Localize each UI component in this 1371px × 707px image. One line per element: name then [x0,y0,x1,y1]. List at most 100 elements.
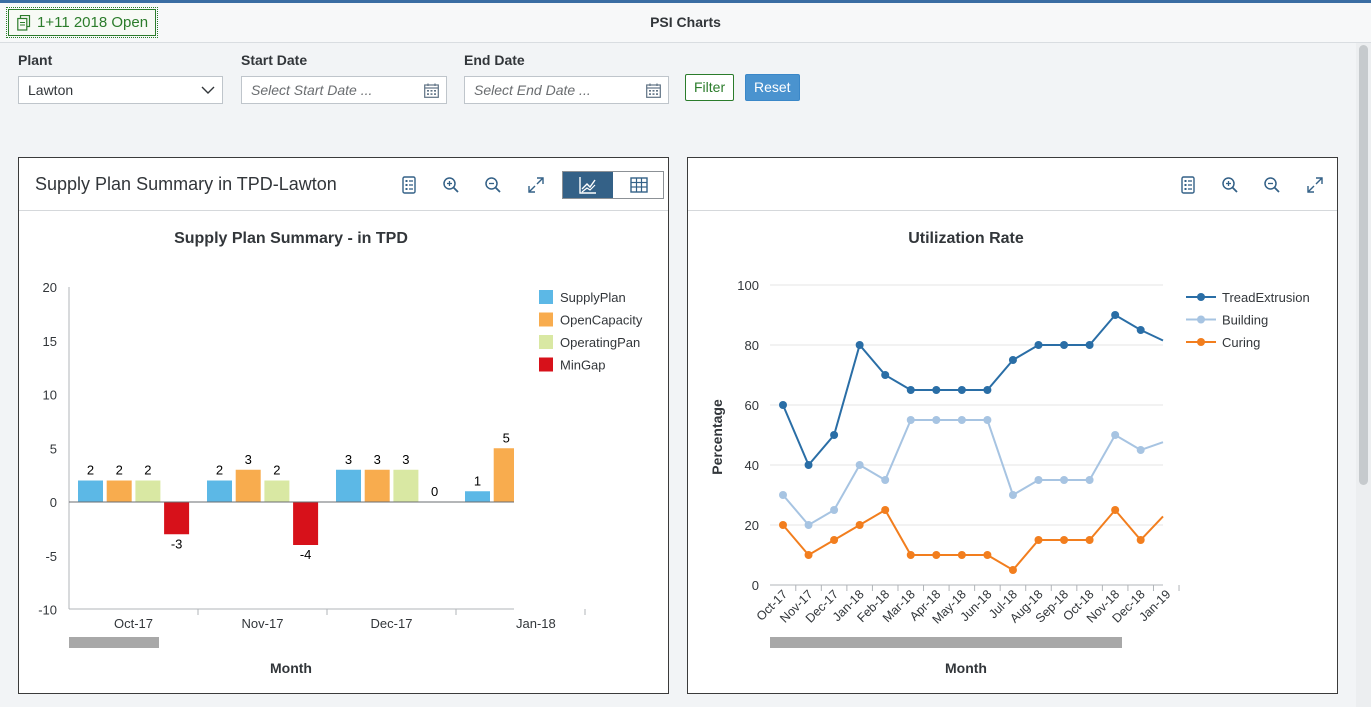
bar-supplyplan[interactable] [78,480,103,503]
legend-item-label[interactable]: TreadExtrusion [1222,290,1310,305]
bar-supplyplan[interactable] [336,469,361,502]
top-bar: 1+11 2018 Open PSI Charts [0,0,1371,43]
bar-y-tick-label: 20 [43,280,57,295]
page-scrollbar[interactable] [1356,43,1371,707]
line-point-treadextrusion[interactable] [881,371,890,379]
bar-supplyplan[interactable] [465,491,490,502]
line-point-building[interactable] [1008,491,1017,499]
bar-mingap[interactable] [164,502,190,535]
legend-item-label[interactable]: OperatingPan [560,335,640,350]
bar-supplyplan[interactable] [207,480,232,503]
line-point-treadextrusion[interactable] [1034,341,1043,349]
line-point-building[interactable] [1060,476,1069,484]
line-point-building[interactable] [1034,476,1043,484]
line-point-building[interactable] [906,416,915,424]
status-open-button[interactable]: 1+11 2018 Open [5,7,159,38]
table-view-button[interactable] [614,172,664,198]
legend-list-icon[interactable] [399,175,419,195]
line-point-building[interactable] [855,461,864,469]
line-point-treadextrusion[interactable] [1111,311,1120,319]
line-point-curing[interactable] [779,521,787,529]
scrollbar-thumb[interactable] [1359,45,1368,485]
utilization-panel: Utilization Rate Percentage 100 80 60 40 20 0… [687,157,1338,694]
line-point-building[interactable] [983,416,992,424]
line-point-treadextrusion[interactable] [779,401,787,409]
line-point-building[interactable] [1085,476,1094,484]
line-point-treadextrusion[interactable] [906,386,915,394]
legend-list-icon[interactable] [1178,175,1198,195]
bar-range-scrollbar[interactable] [69,637,159,648]
line-point-curing[interactable] [957,551,966,559]
start-date-placeholder: Select Start Date ... [251,82,373,98]
line-point-curing[interactable] [932,551,941,559]
start-date-input[interactable]: Select Start Date ... [241,76,447,104]
line-point-curing[interactable] [1085,536,1094,544]
end-date-input[interactable]: Select End Date ... [464,76,669,104]
supply-plan-panel: Supply Plan Summary in TPD-Lawton [18,157,669,694]
line-point-building[interactable] [1136,446,1145,454]
calendar-icon[interactable] [424,83,439,98]
line-point-curing[interactable] [1111,506,1120,514]
line-point-building[interactable] [804,521,813,529]
legend-marker [1197,338,1205,346]
line-point-building[interactable] [957,416,966,424]
fullscreen-icon[interactable] [1305,175,1325,195]
chart-view-button[interactable] [563,172,613,198]
line-point-curing[interactable] [1034,536,1043,544]
zoom-out-icon[interactable] [1262,175,1282,195]
line-point-curing[interactable] [855,521,864,529]
line-point-curing[interactable] [983,551,992,559]
zoom-in-icon[interactable] [1220,175,1240,195]
line-point-curing[interactable] [906,551,915,559]
line-point-treadextrusion[interactable] [1060,341,1069,349]
line-point-treadextrusion[interactable] [1008,356,1017,364]
zoom-out-icon[interactable] [483,175,503,195]
line-point-treadextrusion[interactable] [1085,341,1094,349]
fullscreen-icon[interactable] [526,175,546,195]
line-point-curing[interactable] [804,551,813,559]
legend-item-label[interactable]: Curing [1222,335,1260,350]
bar-operatingpan[interactable] [393,469,419,502]
line-point-treadextrusion[interactable] [932,386,941,394]
line-point-curing[interactable] [881,506,890,514]
bar-opencapacity[interactable] [106,480,132,503]
line-series-building[interactable] [782,419,1164,527]
bar-operatingpan[interactable] [264,480,290,503]
reset-button[interactable]: Reset [745,74,800,101]
line-series-curing[interactable] [782,508,1164,572]
line-point-curing[interactable] [1008,566,1017,574]
line-point-building[interactable] [830,506,839,514]
line-y-tick-label: 60 [745,398,759,413]
bar-data-label: 1 [474,473,481,488]
legend-item-label[interactable]: SupplyPlan [560,290,626,305]
plant-select[interactable]: Lawton [18,76,223,104]
line-point-treadextrusion[interactable] [830,431,839,439]
zoom-in-icon[interactable] [441,175,461,195]
line-range-scrollbar[interactable] [770,637,1122,648]
line-point-treadextrusion[interactable] [1136,326,1145,334]
line-point-building[interactable] [881,476,890,484]
bar-opencapacity[interactable] [235,469,261,502]
end-date-label: End Date [464,52,525,68]
bar-mingap[interactable] [293,502,319,545]
legend-item-label[interactable]: Building [1222,313,1268,328]
legend-item-label[interactable]: OpenCapacity [560,313,643,328]
line-point-building[interactable] [779,491,787,499]
line-point-building[interactable] [1111,431,1120,439]
filter-button[interactable]: Filter [685,74,735,101]
calendar-icon[interactable] [646,83,661,98]
bar-opencapacity[interactable] [364,469,390,502]
line-series-treadextrusion[interactable] [782,313,1164,467]
line-point-treadextrusion[interactable] [804,461,813,469]
line-point-treadextrusion[interactable] [983,386,992,394]
line-point-curing[interactable] [1060,536,1069,544]
line-point-treadextrusion[interactable] [855,341,864,349]
legend-item-label[interactable]: MinGap [560,358,606,373]
line-point-curing[interactable] [1136,536,1145,544]
line-point-curing[interactable] [830,536,839,544]
plant-label: Plant [18,52,53,68]
line-point-treadextrusion[interactable] [957,386,966,394]
bar-operatingpan[interactable] [135,480,161,503]
bar-opencapacity[interactable] [493,448,514,502]
line-point-building[interactable] [932,416,941,424]
